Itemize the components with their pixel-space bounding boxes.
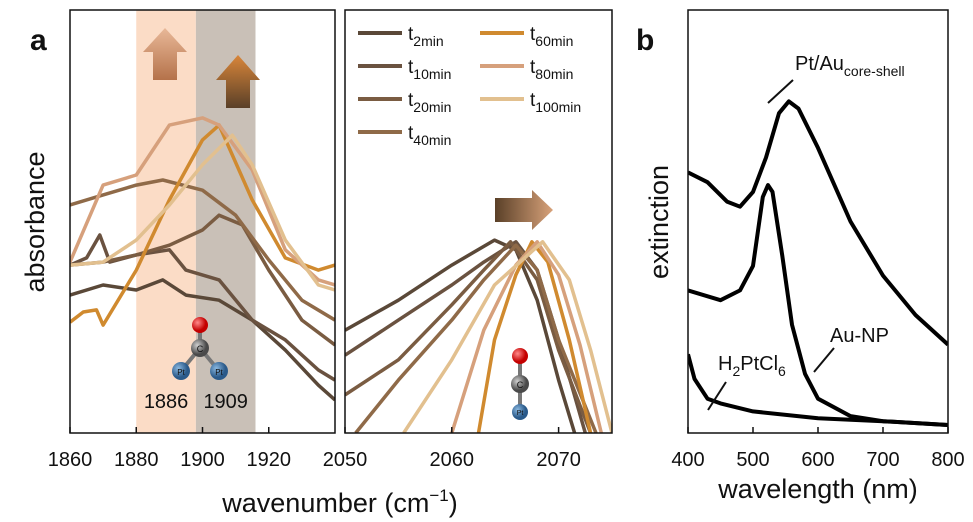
y-axis-label: absorbance: [20, 151, 50, 292]
x-tick-label: 500: [736, 449, 769, 471]
annotation: H2PtCl6: [718, 353, 786, 379]
text-part: Pt/Au: [795, 53, 844, 75]
text-part: t: [530, 57, 536, 78]
text-part: Au-NP: [830, 325, 889, 347]
legend-label: t60min: [530, 24, 573, 49]
band-label: 1886: [144, 391, 189, 413]
x-tick-label: 400: [671, 449, 704, 471]
x-tick-label: 2060: [430, 449, 475, 471]
subscript: 100min: [535, 99, 581, 115]
subscript: 40min: [413, 132, 451, 148]
legend-label: t100min: [530, 90, 581, 115]
atom-label: C: [517, 380, 524, 390]
atom-pt: [172, 362, 190, 380]
text-part: t: [530, 90, 536, 111]
data-line: [450, 240, 604, 433]
subscript: 2min: [413, 33, 443, 49]
atom-pt: [512, 404, 528, 420]
atom-label: Pt: [215, 368, 223, 377]
legend-label: t10min: [408, 57, 451, 82]
x-tick-label: 600: [801, 449, 834, 471]
x-tick-label: 1920: [247, 449, 292, 471]
x-axis-label-end: ): [449, 488, 458, 518]
annotation: Au-NP: [830, 325, 889, 347]
band-label: 1909: [203, 391, 248, 413]
data-line: [70, 233, 335, 382]
data-line: [70, 178, 335, 322]
panel-label: b: [636, 24, 654, 57]
legend-label: t2min: [408, 24, 444, 49]
arrow-right: [495, 190, 553, 230]
text-part: t: [408, 24, 414, 45]
atom-pt: [210, 362, 228, 380]
atom-o: [512, 348, 528, 364]
arrow-up: [216, 55, 260, 108]
subscript: 6: [778, 363, 786, 379]
annotation-leader: [707, 381, 727, 411]
data-line: [688, 353, 948, 427]
subscript: 20min: [413, 99, 451, 115]
subscript: 10min: [413, 66, 451, 82]
annotation-leader: [767, 79, 794, 104]
data-line: [345, 240, 593, 433]
annotation-leader: [813, 347, 835, 373]
atom-o: [192, 317, 208, 333]
data-line: [70, 123, 335, 327]
arrow-up: [143, 28, 187, 80]
annotation: Pt/Aucore-shell: [795, 53, 905, 79]
panel-label: a: [30, 24, 47, 57]
atom-c: [511, 375, 529, 393]
x-tick-label: 2050: [323, 449, 368, 471]
data-line: [402, 240, 612, 433]
atom-label: Pt: [517, 410, 524, 417]
data-line: [70, 278, 335, 402]
x-tick-label: 1860: [48, 449, 93, 471]
subscript: core-shell: [844, 63, 905, 79]
atom-c: [191, 339, 209, 357]
text-part: t: [408, 90, 414, 111]
plot-frame: [344, 9, 613, 434]
x-tick-label: 1880: [114, 449, 159, 471]
subscript: 60min: [535, 33, 573, 49]
x-tick-label: 800: [931, 449, 964, 471]
y-axis-label: extinction: [644, 165, 674, 279]
x-axis-label-sup: −1: [429, 486, 448, 505]
x-axis-label: wavelength (nm): [717, 474, 918, 504]
text-part: t: [408, 123, 414, 144]
text-part: H: [718, 353, 732, 375]
x-tick-label: 2070: [536, 449, 581, 471]
legend-label: t40min: [408, 123, 451, 148]
text-part: t: [408, 57, 414, 78]
text-part: PtCl: [740, 353, 778, 375]
data-line: [688, 99, 948, 347]
x-axis-label: wavenumber (cm−1): [221, 486, 457, 518]
data-line: [354, 243, 598, 433]
data-line: [70, 213, 335, 347]
atom-label: Pt: [177, 368, 185, 377]
x-tick-label: 700: [866, 449, 899, 471]
x-tick-label: 1900: [180, 449, 225, 471]
x-axis-label-text: wavenumber (cm: [221, 488, 429, 518]
data-line: [70, 133, 335, 292]
legend-label: t80min: [530, 57, 573, 82]
subscript: 80min: [535, 66, 573, 82]
atom-label: C: [197, 344, 204, 354]
text-part: t: [530, 24, 536, 45]
legend-label: t20min: [408, 90, 451, 115]
data-line: [688, 183, 948, 427]
data-line: [476, 240, 593, 433]
subscript: 2: [732, 363, 740, 379]
